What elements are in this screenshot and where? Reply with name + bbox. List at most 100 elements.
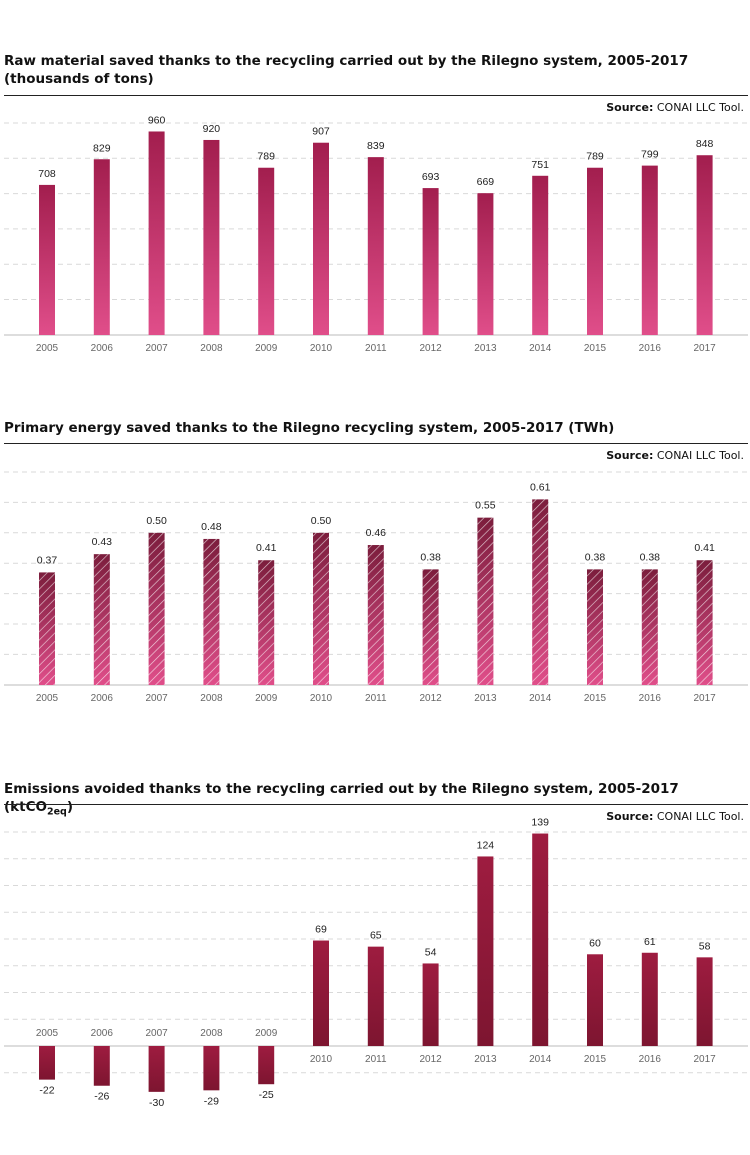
chart-title-line2: (thousands of tons) xyxy=(4,71,154,87)
x-tick-label: 2017 xyxy=(693,1054,716,1065)
data-label: 829 xyxy=(93,142,111,154)
bar xyxy=(203,139,220,335)
data-label: 693 xyxy=(422,171,440,183)
bar xyxy=(587,954,603,1046)
bar xyxy=(148,131,165,335)
bar-hatch xyxy=(696,560,713,685)
data-label: -22 xyxy=(39,1085,54,1097)
x-tick-label: 2008 xyxy=(200,1028,223,1039)
x-tick-label: 2015 xyxy=(584,693,607,704)
data-label: 751 xyxy=(531,159,549,171)
x-tick-label: 2010 xyxy=(310,693,333,704)
data-label: 0.43 xyxy=(92,536,113,548)
x-tick-label: 2005 xyxy=(36,343,59,354)
data-label: 58 xyxy=(699,940,711,952)
data-label: 60 xyxy=(589,937,601,949)
data-label: -29 xyxy=(204,1095,219,1107)
bar xyxy=(422,963,439,1046)
x-tick-label: 2008 xyxy=(200,343,223,354)
data-label: 54 xyxy=(425,946,437,958)
x-tick-label: 2009 xyxy=(255,693,278,704)
x-tick-label: 2011 xyxy=(365,693,387,704)
data-label: 799 xyxy=(641,149,659,161)
source-label: Source: xyxy=(606,449,654,462)
x-tick-label: 2011 xyxy=(365,343,387,354)
x-tick-label: 2012 xyxy=(419,693,442,704)
bar xyxy=(641,165,658,335)
x-tick-label: 2009 xyxy=(255,343,278,354)
data-label: 0.38 xyxy=(640,551,661,563)
bar-hatch xyxy=(39,572,55,685)
x-tick-label: 2017 xyxy=(693,343,716,354)
data-label: 0.41 xyxy=(694,542,715,554)
x-tick-label: 2012 xyxy=(419,1054,442,1065)
x-tick-label: 2009 xyxy=(255,1028,278,1039)
chart-title-subscript: 2eq xyxy=(47,806,67,818)
data-label: 669 xyxy=(477,176,495,188)
source-note: Source: CONAI LLC Tool. xyxy=(606,449,744,462)
source-text: CONAI LLC Tool. xyxy=(656,449,744,462)
x-tick-label: 2016 xyxy=(639,1054,662,1065)
data-label: 0.50 xyxy=(146,515,167,527)
x-tick-label: 2011 xyxy=(365,1054,387,1065)
x-tick-label: 2013 xyxy=(474,343,497,354)
bar xyxy=(587,167,603,335)
chart-title: Raw material saved thanks to the recycli… xyxy=(4,52,744,88)
data-label: 0.50 xyxy=(311,515,332,527)
data-label: 0.41 xyxy=(256,542,277,554)
bar-hatch xyxy=(587,569,603,685)
data-label: 848 xyxy=(696,138,714,150)
bar xyxy=(148,1046,165,1092)
bar-hatch xyxy=(532,499,549,685)
source-label: Source: xyxy=(606,101,654,114)
data-label: -30 xyxy=(149,1097,164,1109)
x-tick-label: 2006 xyxy=(91,693,114,704)
bar xyxy=(641,952,658,1046)
data-label: -25 xyxy=(259,1089,274,1101)
bar-hatch xyxy=(93,554,110,685)
bar xyxy=(258,1046,275,1085)
data-label: 0.55 xyxy=(475,500,496,512)
data-label: 0.38 xyxy=(420,551,441,563)
bar xyxy=(367,946,384,1046)
chart-title-text: Emissions avoided thanks to the recyclin… xyxy=(4,781,679,815)
x-tick-label: 2012 xyxy=(419,343,442,354)
chart-primary-energy: 0.37 2005 0.43 2006 0.50 2007 0.48 2008 0.41 2009… xyxy=(4,471,748,704)
title-rule xyxy=(4,804,748,805)
x-tick-label: 2015 xyxy=(584,343,607,354)
source-label: Source: xyxy=(606,810,654,823)
chart-title: Emissions avoided thanks to the recyclin… xyxy=(4,780,744,818)
x-tick-label: 2006 xyxy=(91,1028,114,1039)
bar xyxy=(477,856,494,1046)
data-label: 789 xyxy=(257,151,275,163)
bar xyxy=(696,957,713,1046)
x-tick-label: 2013 xyxy=(474,693,497,704)
chart-raw-material: 708 2005 829 2006 960 2007 920 2008 789 2009 907 20… xyxy=(4,114,748,354)
bar-hatch xyxy=(641,569,658,685)
bar xyxy=(367,157,384,335)
data-label: 708 xyxy=(38,168,56,180)
bar-hatch xyxy=(367,545,384,685)
data-label: 0.38 xyxy=(585,551,606,563)
title-rule xyxy=(4,95,748,96)
data-label: 839 xyxy=(367,140,385,152)
chart-title: Primary energy saved thanks to the Rileg… xyxy=(4,420,615,436)
source-note: Source: CONAI LLC Tool. xyxy=(606,101,744,114)
bar xyxy=(532,175,549,335)
bar-hatch xyxy=(258,560,275,685)
data-label: 920 xyxy=(203,123,221,135)
source-text: CONAI LLC Tool. xyxy=(656,101,744,114)
x-tick-label: 2007 xyxy=(145,693,168,704)
data-label: -26 xyxy=(94,1091,109,1103)
x-tick-label: 2005 xyxy=(36,1028,59,1039)
chart-title-end: ) xyxy=(66,799,74,815)
x-tick-label: 2005 xyxy=(36,693,59,704)
x-tick-label: 2010 xyxy=(310,1054,333,1065)
x-tick-label: 2016 xyxy=(639,693,662,704)
x-tick-label: 2006 xyxy=(91,343,114,354)
bar xyxy=(203,1046,220,1091)
bar-hatch xyxy=(313,532,329,685)
bar xyxy=(477,193,494,335)
bar-hatch xyxy=(422,569,439,685)
